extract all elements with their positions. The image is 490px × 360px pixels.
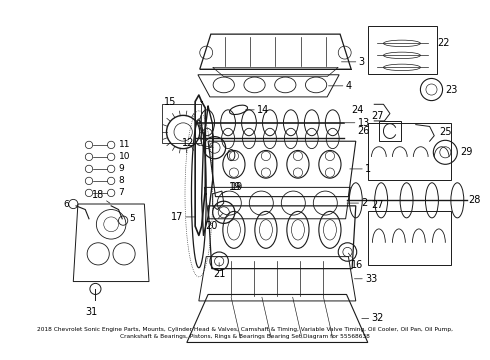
Text: 12: 12: [182, 138, 213, 148]
Text: 19: 19: [221, 183, 242, 193]
Text: 28: 28: [468, 195, 481, 205]
Text: 27: 27: [371, 199, 384, 210]
Text: 2018 Chevrolet Sonic Engine Parts, Mounts, Cylinder Head & Valves, Camshaft & Ti: 2018 Chevrolet Sonic Engine Parts, Mount…: [37, 327, 453, 339]
Text: 3: 3: [342, 57, 365, 67]
Text: 7: 7: [119, 188, 124, 197]
Text: 15: 15: [164, 98, 176, 107]
Text: 29: 29: [460, 147, 472, 157]
Bar: [368, 26, 437, 74]
Text: 9: 9: [119, 165, 124, 174]
Text: 20: 20: [205, 213, 223, 231]
Text: 5: 5: [129, 214, 135, 223]
Text: 2: 2: [347, 198, 368, 208]
Text: 27: 27: [371, 111, 384, 121]
Text: 8: 8: [119, 176, 124, 185]
Text: 4: 4: [329, 81, 352, 91]
Bar: [368, 211, 451, 265]
Text: 33: 33: [354, 274, 377, 284]
Text: 31: 31: [86, 307, 98, 318]
Text: 32: 32: [362, 314, 384, 324]
Text: 16: 16: [348, 253, 364, 270]
Text: 19: 19: [231, 183, 244, 192]
Text: 6: 6: [64, 199, 70, 208]
Text: 13: 13: [345, 118, 370, 128]
Text: 17: 17: [171, 212, 196, 222]
Text: 22: 22: [437, 39, 449, 48]
Bar: [368, 123, 451, 180]
Text: 10: 10: [119, 152, 130, 161]
Text: 11: 11: [119, 140, 130, 149]
Text: 26: 26: [357, 126, 369, 136]
Bar: [162, 104, 201, 143]
Text: 18: 18: [92, 190, 110, 203]
Text: 14: 14: [245, 105, 269, 115]
Text: 21: 21: [213, 263, 225, 279]
Text: 23: 23: [445, 85, 458, 95]
Text: 24: 24: [352, 105, 364, 115]
Text: 25: 25: [439, 127, 451, 137]
Bar: [379, 121, 401, 141]
Text: 1: 1: [350, 164, 371, 174]
